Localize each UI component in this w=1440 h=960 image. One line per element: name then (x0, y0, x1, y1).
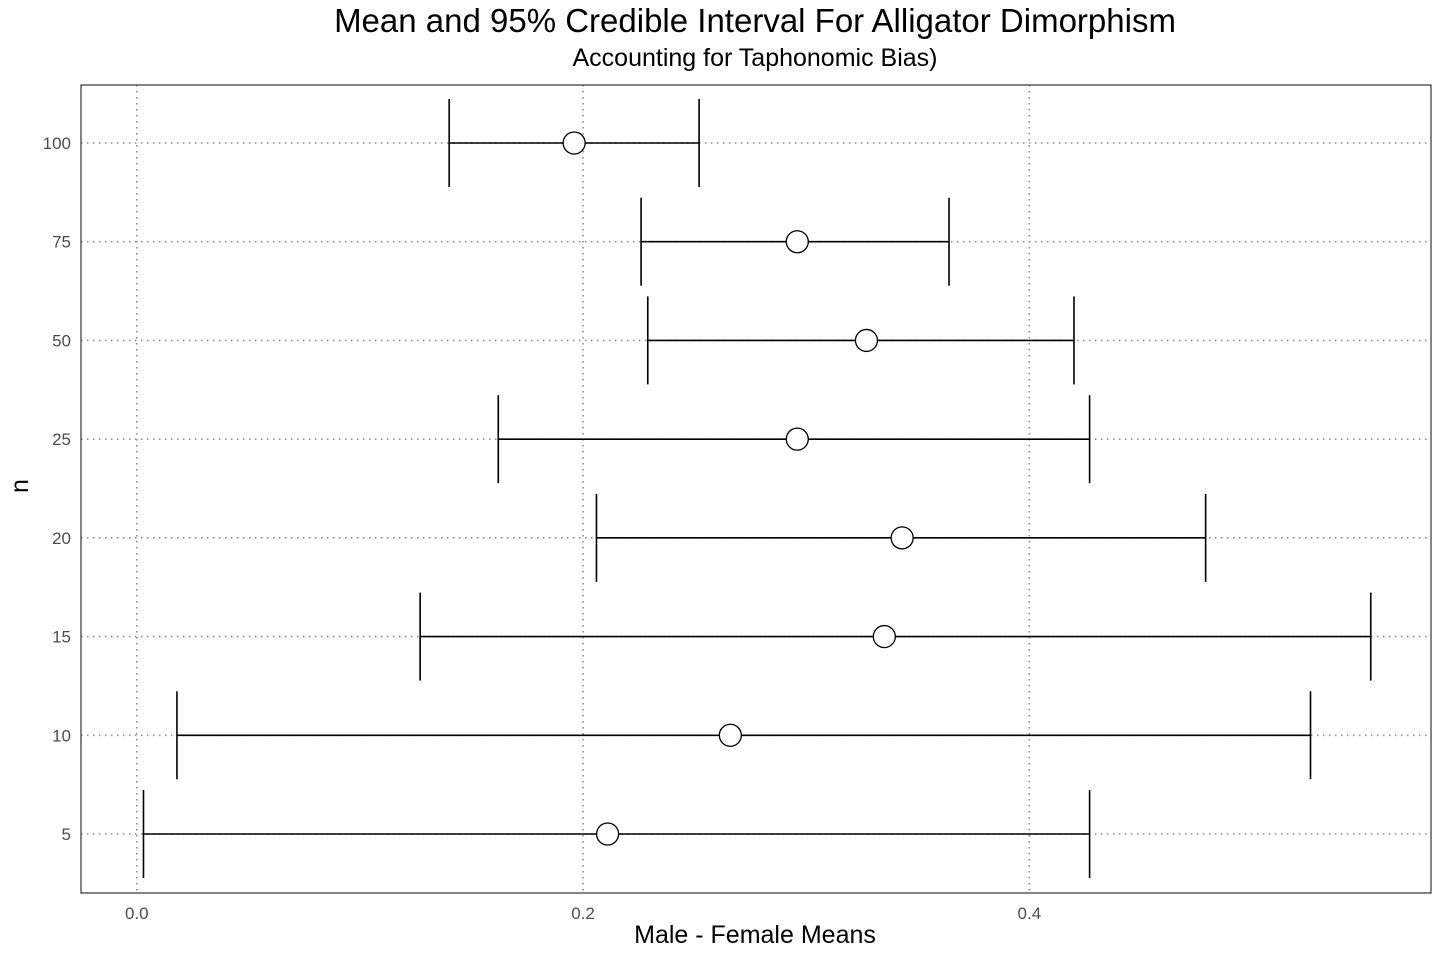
y-tick-label: 20 (52, 529, 71, 548)
x-tick-label: 0.4 (1018, 904, 1042, 923)
mean-point (890, 526, 914, 550)
y-tick-label: 15 (52, 628, 71, 647)
chart-subtitle: Accounting for Taphonomic Bias) (572, 44, 938, 72)
mean-point (595, 822, 620, 846)
x-tick-label: 0.0 (125, 904, 149, 923)
plot-frame (80, 84, 1432, 894)
grid-lines (81, 85, 1431, 893)
mean-point (872, 624, 896, 649)
mean-point (785, 427, 809, 451)
y-tick-label: 10 (52, 726, 71, 745)
mean-point (785, 230, 809, 254)
y-tick-label: 50 (52, 331, 71, 350)
y-tick-label: 5 (62, 825, 71, 844)
y-tick-label: 75 (52, 233, 71, 252)
y-tick-label: 25 (52, 430, 71, 449)
axis-labels: 0.0 0.2 0.4 5 10 15 20 25 50 75 100 (43, 134, 1042, 923)
chart-marks (142, 99, 1372, 878)
x-axis-label: Male - Female Means (634, 921, 876, 949)
chart-title: Mean and 95% Credible Interval For Allig… (334, 2, 1176, 39)
x-tick-label: 0.2 (571, 904, 595, 923)
mean-point (718, 723, 742, 747)
y-tick-label: 100 (43, 134, 71, 153)
mean-point (562, 131, 586, 155)
mean-point (854, 328, 879, 353)
